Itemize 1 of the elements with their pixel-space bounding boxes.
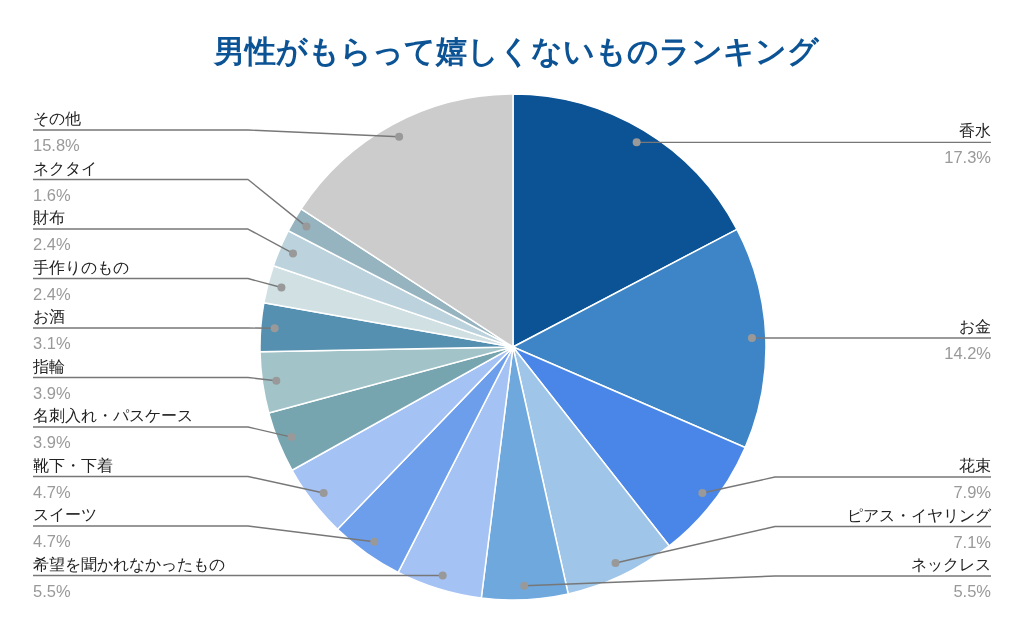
title: 男性がもらって嬉しくないものランキング [213, 34, 819, 69]
